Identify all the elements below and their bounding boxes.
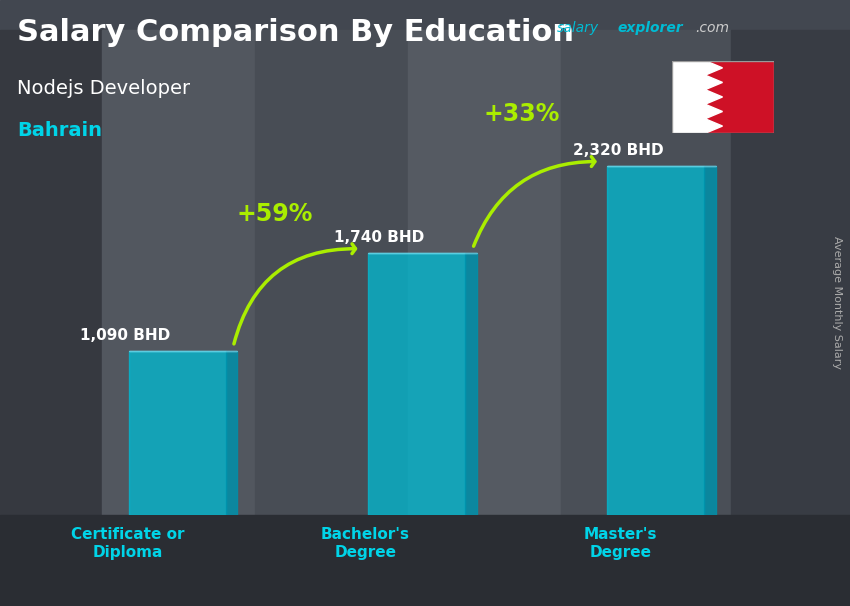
Text: .com: .com	[695, 21, 729, 35]
Bar	[0, 30, 102, 545]
Text: Nodejs Developer: Nodejs Developer	[17, 79, 190, 98]
Bar	[255, 30, 408, 545]
Text: 1,740 BHD: 1,740 BHD	[334, 230, 424, 245]
Text: explorer: explorer	[617, 21, 683, 35]
Bar	[128, 351, 226, 515]
Bar	[607, 166, 705, 515]
Polygon shape	[672, 61, 722, 133]
Bar	[0, 515, 850, 606]
Text: Average Monthly Salary: Average Monthly Salary	[832, 236, 842, 370]
Bar	[731, 30, 850, 545]
Text: Bachelor's
Degree: Bachelor's Degree	[321, 527, 410, 559]
Bar	[705, 166, 717, 515]
Bar	[672, 61, 705, 133]
Bar	[226, 351, 237, 515]
Bar	[368, 253, 465, 515]
Bar	[465, 253, 477, 515]
Text: Bahrain: Bahrain	[17, 121, 102, 140]
Text: +33%: +33%	[483, 102, 559, 125]
Text: Certificate or
Diploma: Certificate or Diploma	[71, 527, 184, 559]
Text: +59%: +59%	[236, 202, 313, 226]
Text: 1,090 BHD: 1,090 BHD	[80, 328, 170, 343]
Text: salary: salary	[557, 21, 599, 35]
Bar	[102, 30, 255, 545]
Text: 2,320 BHD: 2,320 BHD	[573, 143, 664, 158]
Bar	[408, 30, 561, 545]
Text: Master's
Degree: Master's Degree	[584, 527, 657, 559]
Bar	[561, 30, 731, 545]
Text: Salary Comparison By Education: Salary Comparison By Education	[17, 18, 574, 47]
